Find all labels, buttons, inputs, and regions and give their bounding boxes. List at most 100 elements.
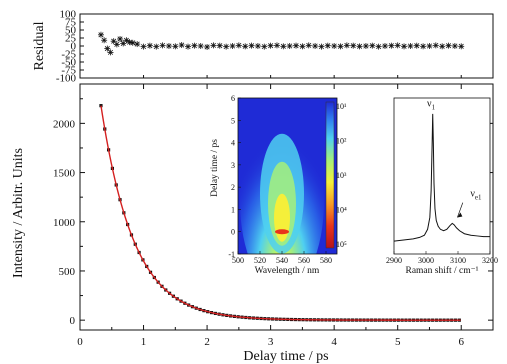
residual-point (210, 42, 217, 49)
residual-point-stroke (98, 32, 104, 38)
residual-y-tick-label: -100 (56, 73, 77, 85)
heatmap-x-tick-label: 540 (276, 256, 288, 265)
residual-y-tick-label: -75 (61, 65, 76, 77)
residual-point (293, 42, 300, 49)
residual-point-stroke (147, 43, 153, 49)
heatmap-y-tick-label: 0 (231, 228, 235, 237)
residual-point (426, 43, 433, 49)
residual-point (204, 43, 211, 50)
residual-point (413, 42, 420, 49)
residual-point-stroke (318, 44, 324, 50)
residual-point (369, 42, 376, 49)
decay-y-tick-label: 500 (59, 266, 76, 278)
heatmap-x-tick-label: 520 (254, 256, 266, 265)
residual-point-stroke (185, 44, 191, 50)
residual-point-stroke (401, 43, 407, 49)
residual-point (273, 42, 280, 49)
residual-point-stroke (445, 43, 452, 49)
residual-point (235, 42, 242, 49)
decay-plot-frame (79, 83, 494, 331)
residual-point-stroke (261, 44, 267, 50)
residual-point-stroke (198, 43, 204, 49)
residual-point (394, 42, 401, 49)
heatmap-y-tick-label: 2 (231, 183, 235, 192)
residual-point (107, 49, 114, 56)
heatmap-x-tick-label: 580 (320, 256, 332, 265)
residual-point-stroke (414, 43, 420, 49)
residual-point (165, 43, 172, 49)
residual-point (254, 43, 261, 49)
residual-point (439, 43, 446, 50)
residual-point (356, 43, 363, 50)
residual-point-stroke (337, 43, 344, 49)
residual-point (299, 43, 306, 50)
decay-x-tick-label: 6 (458, 336, 464, 348)
inset-raman-spectrum: 2900 3000 3100 3200 ν1 νe1 Raman shift / cm⁻… (386, 97, 498, 276)
heatmap-band-inner (274, 193, 290, 242)
residual-point (153, 43, 160, 50)
residual-point-stroke (217, 43, 223, 49)
residual-point (129, 39, 136, 46)
heatmap-y-axis-title: Delay time / ps (210, 139, 220, 197)
residual-point-stroke (268, 43, 274, 49)
residual-point-stroke (107, 49, 114, 55)
residual-point (388, 42, 395, 49)
decay-x-tick-label: 5 (395, 336, 401, 348)
residual-point (101, 37, 108, 44)
residual-point (248, 42, 255, 49)
residual-point-stroke (242, 43, 248, 49)
raman-annotation-arrowhead (457, 212, 463, 218)
raman-x-tick-label: 3100 (450, 256, 466, 265)
residual-point-stroke (331, 43, 337, 49)
residual-y-tick-label: 50 (65, 25, 77, 37)
residual-point-stroke (452, 43, 458, 49)
heatmap-x-axis: 500 520 540 560 580 (232, 251, 332, 265)
residual-point (104, 45, 111, 52)
residual-point (117, 35, 124, 42)
residual-point-stroke (433, 42, 439, 48)
residual-point-stroke (117, 36, 123, 42)
residual-point (134, 41, 141, 48)
raman-x-axis: 2900 3000 3100 3200 (386, 251, 498, 265)
decay-y-tick-label: 0 (70, 315, 76, 327)
residual-y-tick-label: -50 (61, 57, 76, 69)
residual-point-stroke (114, 41, 120, 47)
heatmap-y-tick-label: 4 (231, 139, 235, 148)
residual-point (191, 42, 198, 49)
residual-point (146, 42, 153, 49)
decay-y-tick-label: 1000 (53, 217, 76, 229)
raman-x-tick-label: 2900 (386, 256, 402, 265)
residual-point-stroke (280, 43, 286, 49)
decay-x-axis: 0 1 2 3 4 5 6 (77, 84, 464, 348)
residual-point-stroke (166, 43, 172, 49)
residual-point-stroke (134, 41, 140, 47)
residual-point (445, 42, 452, 49)
residual-point (223, 43, 230, 50)
residual-point-stroke (376, 44, 382, 50)
residual-point-stroke (229, 43, 236, 49)
inset-2d-map: 10¹ 10² 10³ 10⁴ 10⁵ 500 520 540 560 580 -1 0 1 2 3 4 5… (210, 94, 347, 276)
residual-point-stroke (274, 42, 280, 48)
decay-x-tick-label: 4 (331, 336, 337, 348)
colorbar-tick-label: 10⁵ (336, 240, 347, 249)
residual-point (451, 43, 458, 49)
residual-point-stroke (357, 43, 363, 49)
residual-point (123, 37, 130, 44)
residual-y-axis-title: Residual (32, 21, 47, 70)
residual-point (216, 42, 223, 49)
raman-plot-frame (393, 97, 491, 255)
residual-point (350, 42, 357, 49)
residual-y-tick-label: 0 (71, 41, 77, 53)
heatmap-y-axis: -1 0 1 2 3 4 5 6 (228, 94, 241, 259)
raman-peak-label: ν1 (427, 98, 436, 111)
residual-point-stroke (369, 43, 375, 49)
residual-point-stroke (249, 43, 255, 49)
residual-point-stroke (306, 42, 312, 48)
residual-point-stroke (101, 37, 107, 43)
residual-point-stroke (172, 43, 178, 49)
colorbar-tick-label: 10² (336, 137, 347, 146)
residual-point-stroke (210, 42, 216, 48)
residual-point-stroke (439, 43, 445, 49)
residual-point (172, 43, 179, 50)
